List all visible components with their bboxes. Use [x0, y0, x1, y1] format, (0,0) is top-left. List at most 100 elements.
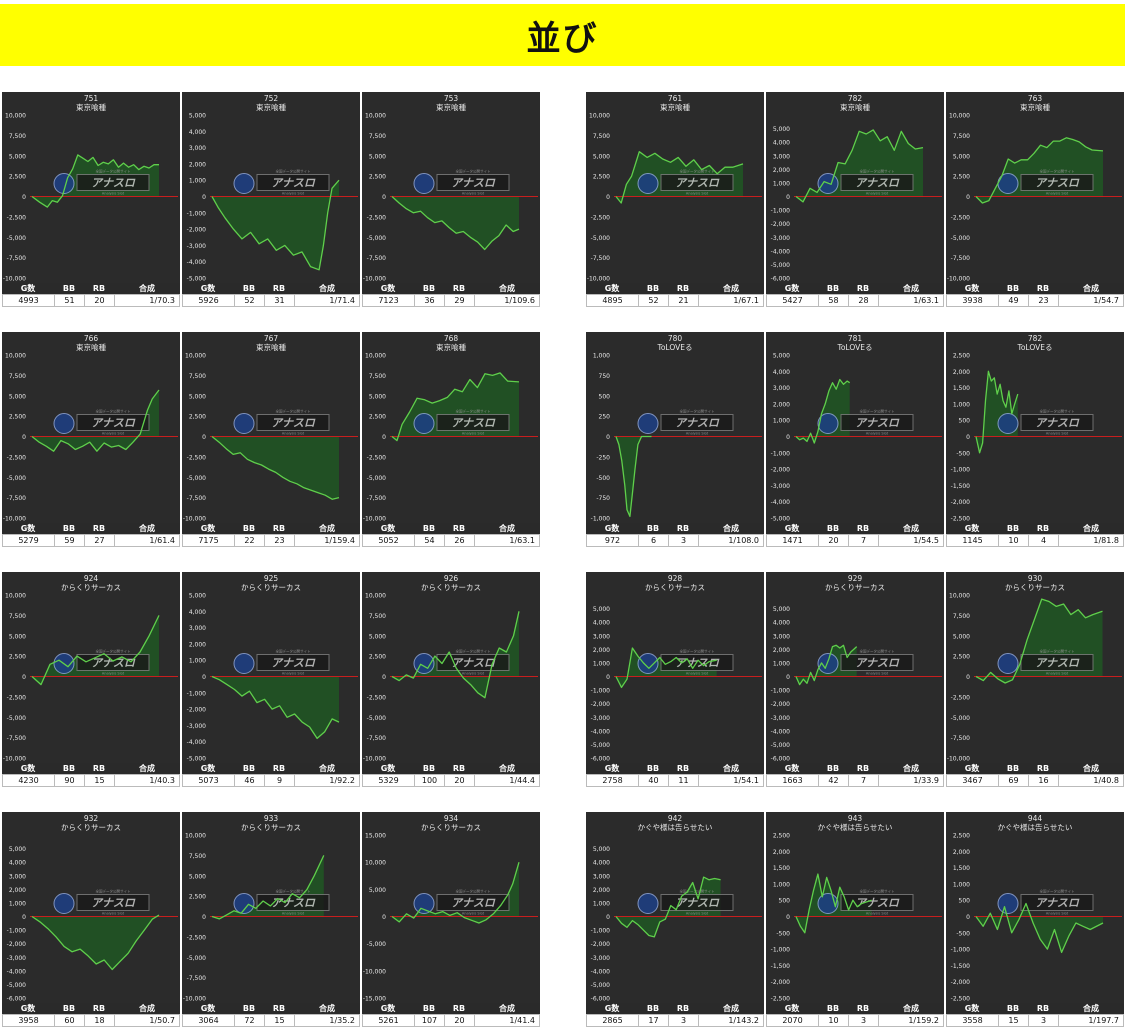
svg-text:Analysis Slot: Analysis Slot [866, 912, 889, 916]
y-tick-label: -2,500 [367, 214, 387, 221]
chart-subtitle: 東京喰種 [660, 102, 690, 112]
stats-header-row: G数 BB RB 合成 [2, 1003, 180, 1014]
combined-odds-value: 1/54.1 [733, 776, 759, 785]
y-tick-label: -2,500 [7, 454, 27, 461]
y-tick-label: 3,000 [773, 153, 790, 160]
svg-text:Analysis Slot: Analysis Slot [866, 192, 889, 196]
slot-chart-panel: 751 東京喰種 10,000 7,500 5,000 2,500 0 -2,500 -5,00… [2, 92, 180, 307]
stats-header-cell: BB [62, 764, 76, 773]
stats-header-cell: BB [422, 524, 436, 533]
y-tick-label: -6,000 [771, 756, 791, 763]
y-tick-label: -2,500 [367, 694, 387, 701]
y-tick-label: -5,000 [7, 475, 27, 482]
y-tick-label: 7,500 [369, 373, 386, 380]
stats-value-row: 3064 72 15 1/35.2 [182, 1014, 360, 1027]
stats-table: G数 BB RB 合成 3938 49 23 1/54.7 [946, 283, 1124, 307]
svg-text:Analysis Slot: Analysis Slot [866, 672, 889, 676]
chart-title: 766 [84, 334, 99, 343]
stats-value-row: 2758 40 11 1/54.1 [586, 774, 764, 787]
y-tick-label: 500 [599, 393, 611, 400]
y-tick-label: -10,000 [363, 968, 386, 975]
y-tick-label: -6,000 [771, 276, 791, 283]
svg-text:全国データ公開サイト: 全国データ公開サイト [680, 169, 715, 174]
watermark-logo: アナスロ Analysis Slot 全国データ公開サイト [413, 409, 510, 436]
y-tick-label: 2,000 [593, 887, 610, 894]
stats-header-cell: RB [856, 284, 870, 293]
y-tick-label: -2,000 [591, 701, 611, 708]
stats-header-cell: RB [92, 1004, 106, 1013]
stats-header-cell: G数 [964, 524, 980, 533]
stats-header-row: G数 BB RB 合成 [766, 283, 944, 294]
stats-header-row: G数 BB RB 合成 [182, 763, 360, 774]
rb-value: 3 [1029, 1015, 1059, 1026]
stats-header-cell: G数 [20, 524, 36, 533]
svg-text:Analysis Slot: Analysis Slot [686, 672, 709, 676]
rb-value: 9 [265, 775, 295, 786]
stats-header-row: G数 BB RB 合成 [2, 283, 180, 294]
stats-header-cell: G数 [604, 1004, 620, 1013]
y-tick-label: -7,500 [7, 255, 27, 262]
watermark-logo: アナスロ Analysis Slot 全国データ公開サイト [997, 409, 1094, 436]
y-tick-label: 0 [22, 194, 26, 201]
watermark-logo: アナスロ Analysis Slot 全国データ公開サイト [817, 649, 914, 676]
watermark-logo: アナスロ Analysis Slot 全国データ公開サイト [637, 169, 734, 196]
bb-value: 49 [999, 295, 1029, 306]
watermark-logo: アナスロ Analysis Slot 全国データ公開サイト [997, 649, 1094, 676]
games-value: 2070 [767, 1015, 819, 1026]
stats-header-cell: RB [856, 524, 870, 533]
svg-text:全国データ公開サイト: 全国データ公開サイト [860, 409, 895, 414]
y-tick-label: 10,000 [365, 860, 386, 867]
stats-value-row: 5052 54 26 1/63.1 [362, 534, 540, 547]
svg-text:Analysis Slot: Analysis Slot [282, 912, 305, 916]
y-tick-label: 1,000 [953, 401, 970, 408]
y-tick-label: 4,000 [593, 620, 610, 627]
stats-header-cell: RB [452, 524, 466, 533]
rb-value: 20 [85, 295, 115, 306]
y-tick-label: 0 [382, 434, 386, 441]
stats-header-cell: RB [676, 284, 690, 293]
stats-header-cell: BB [646, 284, 660, 293]
y-tick-label: 5,000 [189, 393, 206, 400]
stats-table: G数 BB RB 合成 3958 60 18 1/50.7 [2, 1003, 180, 1027]
chart-subtitle: からくりサーカス [1005, 583, 1065, 592]
chart-subtitle: ToLOVEる [837, 343, 873, 352]
svg-text:全国データ公開サイト: 全国データ公開サイト [860, 889, 895, 894]
svg-text:全国データ公開サイト: 全国データ公開サイト [276, 409, 311, 414]
combined-odds-value: 1/109.6 [504, 296, 535, 305]
watermark-logo: アナスロ Analysis Slot 全国データ公開サイト [53, 169, 150, 196]
y-tick-label: -4,000 [771, 499, 791, 506]
bb-value: 10 [999, 535, 1029, 546]
stats-table: G数 BB RB 合成 2070 10 3 1/159.2 [766, 1003, 944, 1027]
y-tick-label: 7,500 [369, 133, 386, 140]
bb-value: 60 [55, 1015, 85, 1026]
slot-chart-panel: 780 ToLOVEる 1,000 750 500 250 0 -250 -500 -750 -1,… [586, 332, 764, 547]
stats-header-cell: 合成 [903, 764, 919, 773]
stats-header-cell: RB [452, 764, 466, 773]
y-tick-label: 5,000 [773, 606, 790, 613]
chart-subtitle: 東京喰種 [436, 342, 466, 352]
stats-header-cell: 合成 [723, 284, 739, 293]
games-value: 5261 [363, 1015, 415, 1026]
y-tick-label: 4,000 [773, 140, 790, 147]
stats-header-cell: BB [1006, 1004, 1020, 1013]
y-tick-label: -1,000 [771, 450, 791, 457]
y-tick-label: 7,500 [9, 133, 26, 140]
y-tick-label: 2,500 [9, 414, 26, 421]
y-tick-label: 5,000 [369, 633, 386, 640]
y-tick-label: 10,000 [185, 833, 206, 840]
y-tick-label: 2,000 [773, 849, 790, 856]
stats-header-cell: 合成 [499, 524, 515, 533]
stats-header-cell: 合成 [499, 1004, 515, 1013]
stats-header-cell: BB [242, 284, 256, 293]
slot-chart-panel: 766 東京喰種 10,000 7,500 5,000 2,500 0 -2,500 -5,00… [2, 332, 180, 547]
series-line [795, 129, 924, 203]
y-tick-label: 0 [786, 674, 790, 681]
svg-text:全国データ公開サイト: 全国データ公開サイト [96, 409, 131, 414]
rb-value: 29 [445, 295, 475, 306]
rb-value: 20 [445, 1015, 475, 1026]
stats-header-cell: G数 [964, 1004, 980, 1013]
y-tick-label: 7,500 [953, 613, 970, 620]
y-tick-label: -500 [596, 475, 610, 482]
svg-text:Analysis Slot: Analysis Slot [282, 192, 305, 196]
